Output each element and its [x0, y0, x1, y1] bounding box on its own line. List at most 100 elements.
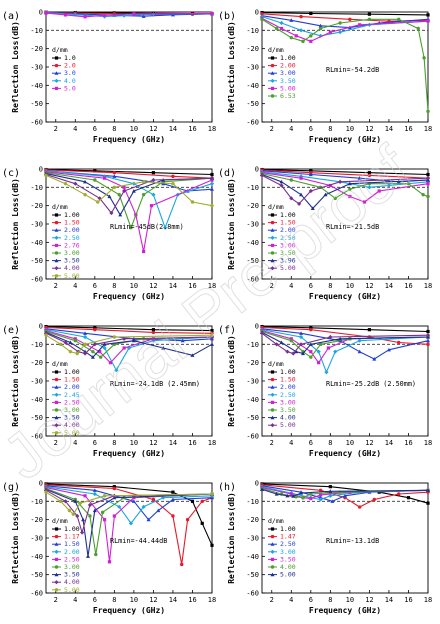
data-point — [338, 336, 343, 341]
legend-label: 3.50 — [64, 414, 80, 422]
data-point — [68, 340, 73, 345]
legend-label: 3.00 — [280, 69, 296, 77]
data-point — [163, 225, 168, 230]
legend-label: 3.00 — [64, 249, 80, 257]
x-tick-label: 10 — [130, 439, 138, 447]
data-point — [81, 517, 86, 522]
y-tick-label: -60 — [30, 119, 43, 127]
data-point — [98, 355, 103, 359]
legend-label: 5.00 — [64, 429, 80, 437]
y-tick-label: -20 — [246, 359, 259, 367]
legend-marker — [270, 235, 275, 240]
x-tick-label: 14 — [169, 282, 177, 290]
x-tick-label: 12 — [365, 439, 373, 447]
legend-marker — [270, 266, 275, 271]
legend-label: 3.50 — [280, 77, 296, 85]
series-line — [45, 169, 213, 179]
y-tick-label: -10 — [30, 341, 43, 349]
x-tick-label: 4 — [289, 439, 293, 447]
legend-label: 2.00 — [64, 548, 80, 556]
panel-b: (b) 0 -10 -20 -30 -40 -50 -60 2 4 6 8 10 12 14 16 18 Freq… — [218, 9, 432, 145]
x-tick-label: 16 — [188, 439, 196, 447]
data-point — [299, 176, 303, 180]
data-point — [92, 488, 97, 492]
legend-label: 3.00 — [64, 406, 80, 414]
data-point — [128, 521, 134, 526]
legend-label: 1.00 — [280, 525, 296, 533]
legend-label: 2.50 — [280, 391, 296, 399]
series-line — [45, 326, 213, 334]
y-axis-label: Reflection Loss(dB) — [10, 335, 20, 427]
x-axis-label: Frequency (GHz) — [93, 135, 165, 144]
data-point — [416, 26, 420, 31]
data-point — [309, 355, 313, 359]
data-point — [151, 192, 156, 197]
y-axis-label: Reflection Loss(dB) — [10, 178, 20, 270]
legend-label: 4.00 — [64, 578, 80, 586]
data-point — [357, 338, 362, 343]
data-point — [122, 13, 127, 18]
legend-marker — [54, 408, 59, 412]
x-axis-label: Frequency (GHz) — [93, 292, 165, 301]
panel-e: (e) 0 -10 -20 -30 -40 -50 -60 2 4 6 8 10 12 14 16 18 Freq… — [2, 323, 216, 459]
data-point — [151, 328, 156, 332]
data-point — [44, 490, 48, 494]
data-point — [58, 499, 63, 504]
data-point — [259, 173, 265, 178]
data-point — [367, 328, 372, 332]
data-point — [347, 181, 352, 186]
data-point — [328, 485, 332, 489]
data-point — [367, 12, 372, 16]
data-point — [118, 212, 123, 217]
data-point — [83, 192, 87, 197]
y-tick-label: -50 — [30, 571, 43, 579]
legend-marker — [54, 565, 59, 569]
data-point — [348, 187, 352, 191]
data-point — [318, 342, 323, 347]
legend-marker — [54, 400, 59, 404]
data-point — [83, 15, 87, 19]
x-tick-label: 10 — [130, 282, 138, 290]
data-point — [75, 351, 79, 356]
data-point — [308, 342, 313, 346]
y-tick-label: -40 — [30, 553, 43, 561]
data-point — [426, 172, 430, 177]
data-point — [63, 181, 68, 186]
x-tick-label: 8 — [328, 596, 332, 604]
legend-marker — [270, 228, 275, 232]
x-tick-label: 6 — [93, 439, 97, 447]
data-point — [73, 338, 77, 343]
legend-label: 1.00 — [64, 525, 80, 533]
data-point — [151, 177, 156, 183]
x-axis-label: Frequency (GHz) — [309, 135, 381, 144]
data-point — [309, 39, 313, 43]
series-line — [261, 326, 429, 333]
y-tick-label: -30 — [30, 221, 43, 229]
data-point — [279, 340, 284, 345]
data-point — [309, 169, 313, 173]
x-tick-label: 8 — [328, 125, 332, 133]
data-point — [112, 514, 116, 518]
data-point — [112, 485, 116, 489]
x-tick-label: 4 — [289, 282, 293, 290]
data-point — [102, 342, 107, 346]
data-point — [328, 334, 333, 340]
y-tick-label: -60 — [30, 276, 43, 284]
x-tick-label: 4 — [73, 596, 77, 604]
data-point — [141, 180, 146, 184]
data-point — [323, 192, 328, 197]
data-point — [94, 552, 98, 557]
legend-label: 5.0 — [64, 84, 76, 92]
x-tick-label: 2 — [54, 439, 58, 447]
rlmin-annotation: RLmin=-44.44dB — [110, 537, 167, 545]
series-line — [45, 12, 213, 18]
data-point — [102, 176, 107, 180]
data-point — [210, 492, 214, 496]
data-point — [109, 210, 114, 216]
y-tick-label: -60 — [30, 590, 43, 598]
x-tick-label: 2 — [54, 125, 58, 133]
data-point — [131, 189, 136, 193]
legend-marker — [270, 423, 275, 428]
data-point — [102, 345, 107, 351]
legend-label: 2.00 — [280, 383, 296, 391]
